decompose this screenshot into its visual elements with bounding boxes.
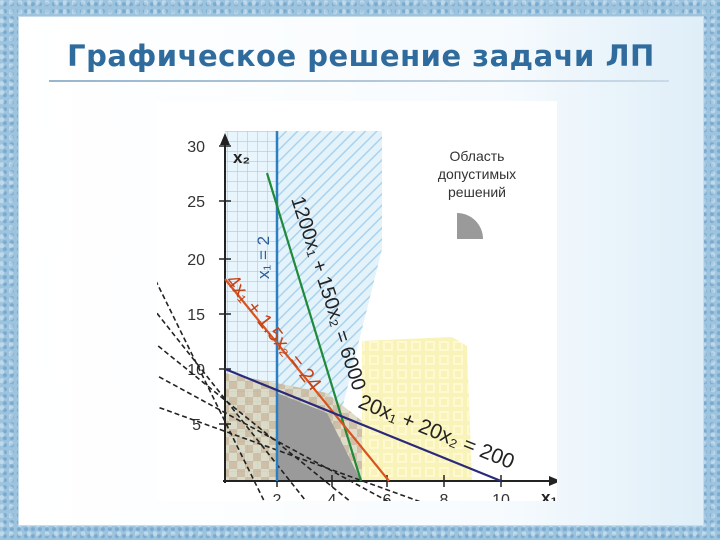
slide: Графическое решение задачи ЛП — [18, 16, 704, 526]
constraint-line-c2 — [224, 278, 390, 482]
x-axis-label: x₁ — [541, 488, 557, 501]
constraint-line-c3 — [224, 367, 502, 483]
constraint-line-c1 — [265, 172, 363, 482]
y-axis-arrow — [220, 133, 230, 145]
legend-swatch — [457, 213, 483, 239]
constraint-label-x1: x₁ = 2 — [254, 236, 273, 279]
x-tick-label: 2 — [273, 492, 282, 501]
lp-graph: 5 10 15 20 25 30 2 4 6 8 10 x₂ x₁ — [151, 101, 561, 516]
legend-line: допустимых — [438, 166, 516, 182]
y-axis-label: x₂ — [233, 148, 250, 167]
y-tick-label: 5 — [192, 417, 201, 434]
y-tick-label: 25 — [187, 194, 205, 211]
x-tick-label: 10 — [492, 492, 510, 501]
slide-title: Графическое решение задачи ЛП — [67, 39, 655, 73]
lp-graph-svg: 5 10 15 20 25 30 2 4 6 8 10 x₂ x₁ — [151, 131, 561, 516]
title-divider — [49, 80, 669, 82]
objective-level-lines — [151, 272, 458, 516]
legend-line: Область — [450, 148, 505, 164]
x-tick-label: 8 — [440, 492, 449, 501]
x-tick-label: 4 — [328, 492, 337, 501]
y-tick-label: 15 — [187, 307, 205, 324]
x-axis-arrow — [549, 476, 561, 486]
y-tick-label: 20 — [187, 252, 205, 269]
hatch-region-yellow — [362, 337, 472, 481]
y-tick-label: 10 — [187, 362, 205, 379]
legend-line: решений — [448, 184, 506, 200]
y-tick-label: 30 — [187, 139, 205, 156]
